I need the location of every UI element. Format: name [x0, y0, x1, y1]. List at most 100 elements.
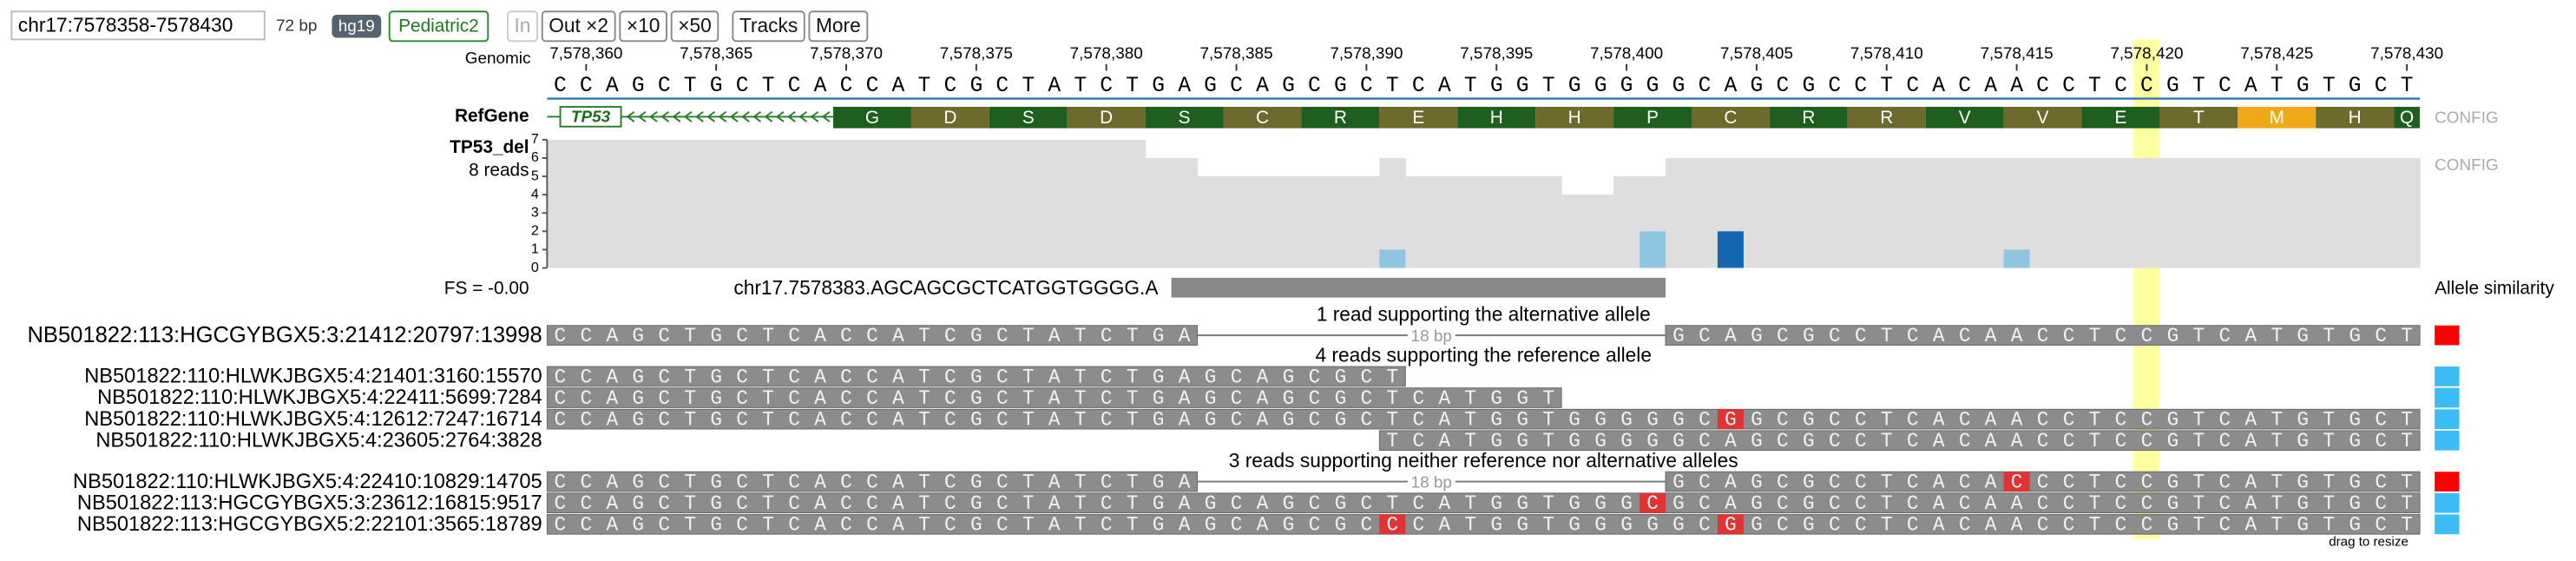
coverage-bar — [677, 139, 704, 268]
coverage-bar — [1197, 176, 1225, 268]
coverage-bar — [651, 139, 678, 268]
amino-acid — [1301, 107, 1380, 129]
zoom-button[interactable] — [506, 10, 538, 43]
amino-acid-label: R — [1334, 108, 1347, 128]
read-block — [546, 513, 2421, 535]
zoom-button-label[interactable]: More — [816, 14, 861, 36]
strand-arrow — [660, 110, 669, 122]
gene-name-box — [559, 106, 622, 128]
coverage-bar — [1951, 157, 1979, 268]
x-tick-label: 7,578,420 — [2110, 44, 2183, 63]
similarity-box — [2435, 472, 2460, 492]
locus-input[interactable] — [10, 10, 266, 41]
coverage-bar — [573, 139, 600, 268]
config-link[interactable]: CONFIG — [2435, 109, 2499, 127]
similarity-box — [2435, 514, 2460, 535]
genome-text: hg19 — [338, 17, 375, 36]
similarity-header: Allele similarity — [2435, 279, 2554, 299]
config-link[interactable]: CONFIG — [2435, 156, 2499, 175]
mismatch-bar — [1640, 231, 1666, 268]
coverage-bar — [1535, 176, 1562, 268]
strand-arrow — [706, 110, 715, 122]
similarity-box — [2435, 325, 2460, 346]
y-tick-label: 1 — [531, 241, 539, 257]
dataset-button[interactable] — [388, 10, 490, 43]
read-name: NB501822:110:HLWKJBGX5:4:21401:3160:1557… — [84, 366, 542, 388]
amino-acid-label: D — [943, 108, 956, 128]
amino-acid-label: T — [2193, 108, 2205, 128]
strand-arrow — [626, 110, 635, 122]
amino-acid — [833, 107, 911, 129]
similarity-box — [2435, 387, 2460, 408]
strand-arrow — [729, 110, 739, 122]
zoom-button[interactable] — [808, 10, 869, 43]
coverage-bar — [1223, 176, 1251, 268]
dataset-text[interactable]: Pediatric2 — [398, 16, 479, 36]
amino-acid-label: R — [1802, 108, 1815, 128]
coverage-bar — [2029, 157, 2057, 268]
amino-acid-label: H — [2349, 108, 2362, 128]
amino-acid — [2238, 107, 2316, 129]
strand-arrow — [718, 110, 727, 122]
zoom-button[interactable] — [732, 10, 805, 43]
coverage-bar — [1457, 176, 1484, 268]
zoom-button[interactable] — [670, 10, 720, 43]
read-block — [546, 408, 2421, 430]
coverage-bar — [1327, 176, 1354, 268]
strand-arrow — [649, 110, 658, 122]
gene-name: TP53 — [571, 108, 611, 126]
zoom-button[interactable] — [541, 10, 616, 43]
zoom-button-label[interactable]: ×50 — [678, 14, 712, 36]
amino-acid — [1223, 107, 1302, 129]
zoom-button[interactable] — [619, 10, 667, 43]
amino-acid — [1535, 107, 1614, 129]
coverage-bar — [729, 139, 756, 268]
similarity-box — [2435, 366, 2460, 386]
amino-acid-label: H — [1568, 108, 1581, 128]
locus-text[interactable]: chr17:7578358-7578430 — [18, 13, 233, 36]
zoom-button-label[interactable]: Tracks — [739, 14, 798, 36]
amino-acid-label: V — [1959, 108, 1971, 128]
mismatch-bar — [2003, 249, 2030, 268]
amino-acid-label: S — [1022, 108, 1035, 128]
amino-acid — [1847, 107, 1926, 129]
coverage-bar — [1249, 176, 1277, 268]
coverage-bar — [2394, 157, 2421, 268]
deletion-label-bg — [1407, 473, 1456, 491]
amino-acid-label: C — [1724, 108, 1737, 128]
coverage-bar — [1561, 195, 1588, 268]
amino-acid-label: S — [1179, 108, 1191, 128]
strand-arrow — [695, 110, 704, 122]
x-tick-label: 7,578,415 — [1981, 44, 2054, 63]
read-sequence: GCAGCGCCTCACACCCTCCGTCATGTGCT — [1672, 472, 2413, 494]
coverage-bar — [1405, 176, 1432, 268]
coverage-bar — [910, 139, 938, 268]
amino-acid-label: Q — [2400, 108, 2414, 128]
x-tick-label: 7,578,380 — [1070, 44, 1143, 63]
amino-acid — [1925, 107, 2004, 129]
mismatch-base — [2003, 472, 2030, 492]
strand-arrow — [775, 110, 785, 122]
coverage-bar — [1041, 139, 1068, 268]
coverage-bar — [2342, 157, 2369, 268]
coverage-bar — [2211, 157, 2238, 268]
coverage-bar — [2055, 157, 2083, 268]
y-tick-label: 5 — [531, 168, 539, 183]
coverage-bar — [2264, 157, 2290, 268]
group-header: 1 read supporting the alternative allele — [1317, 302, 1651, 325]
zoom-button-label[interactable]: In — [515, 14, 531, 36]
read-sequence: GCAGCGCCTCACAACCTCCGTCATGTGCT — [1672, 325, 2413, 347]
amino-acid — [1613, 107, 1692, 129]
similarity-box — [2435, 430, 2460, 451]
coverage-bar — [858, 139, 886, 268]
coverage-bar — [833, 139, 860, 268]
group-header: 3 reads supporting neither reference nor… — [1229, 449, 1738, 472]
coverage-bar — [2081, 157, 2109, 268]
coverage-bar — [1925, 157, 1953, 268]
variant-label: chr17.7578383.AGCAGCGCTCATGGTGGGG.A — [733, 276, 1159, 299]
amino-acid-label: G — [865, 108, 879, 128]
zoom-button-label[interactable]: Out ×2 — [549, 14, 608, 36]
coverage-bar — [936, 139, 964, 268]
zoom-button-label[interactable]: ×10 — [627, 14, 660, 36]
resize-handle[interactable]: drag to resize — [2329, 535, 2408, 550]
